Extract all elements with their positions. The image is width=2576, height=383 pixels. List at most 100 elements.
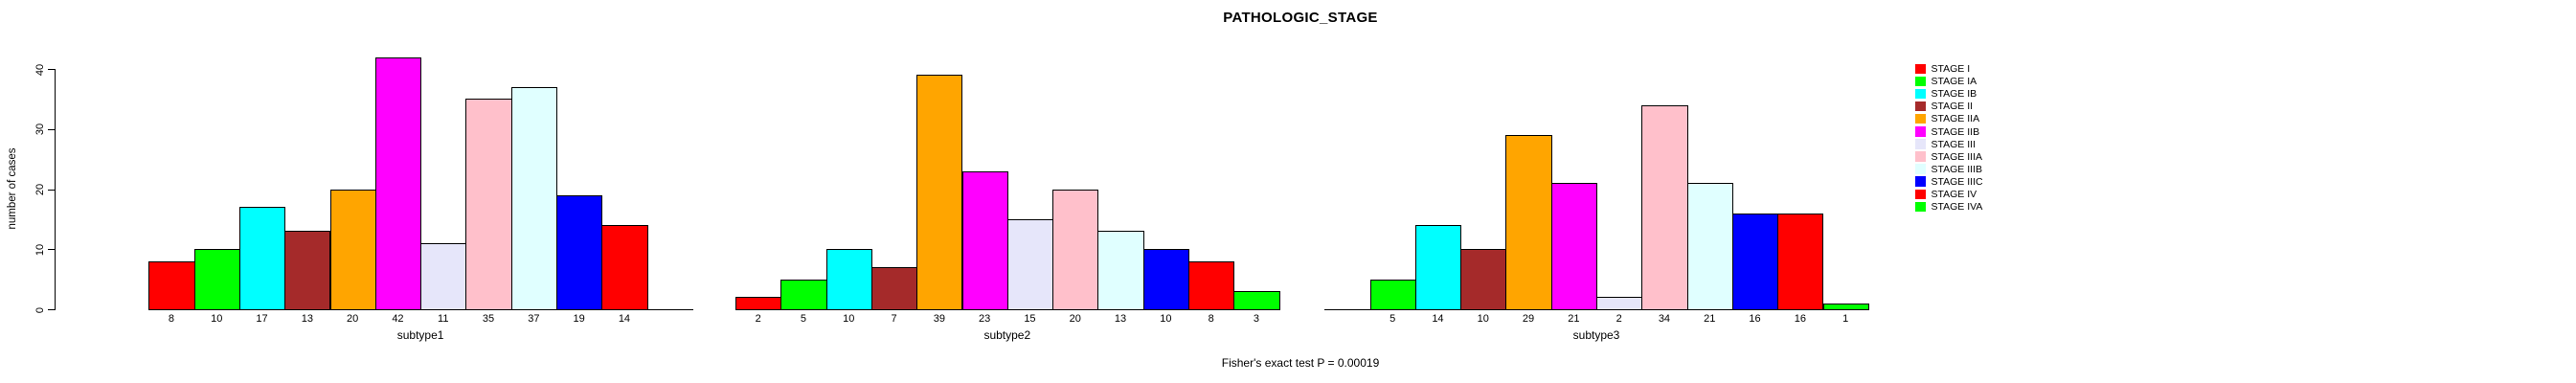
bar-value-label: 10 xyxy=(211,313,223,325)
bar xyxy=(148,260,195,310)
legend-swatch xyxy=(1915,101,1926,112)
bar xyxy=(1006,218,1054,310)
bar-value-label: 23 xyxy=(979,313,991,325)
bar xyxy=(961,170,1008,310)
bar-value-label: 8 xyxy=(168,313,174,325)
bar-value-label: 1 xyxy=(1842,313,1849,325)
legend-swatch xyxy=(1915,176,1926,187)
legend-label: STAGE IIIA xyxy=(1931,150,1982,163)
bar-value-label: 20 xyxy=(1069,313,1081,325)
y-tick-label: 20 xyxy=(34,183,46,196)
bar-value-label: 39 xyxy=(933,313,945,325)
y-tick xyxy=(48,189,55,191)
bar-value-label: 21 xyxy=(1704,313,1716,325)
bar xyxy=(1731,213,1779,310)
y-tick xyxy=(48,128,55,130)
legend-label: STAGE IV xyxy=(1931,189,1977,200)
bar-value-label: 10 xyxy=(843,313,855,325)
legend-label: STAGE IB xyxy=(1931,88,1977,101)
bar-value-label: 8 xyxy=(1208,313,1214,325)
bar-value-label: 2 xyxy=(1616,313,1622,325)
y-tick-label: 30 xyxy=(34,124,46,136)
bar-value-label: 11 xyxy=(438,313,449,325)
bar xyxy=(1596,297,1643,310)
bar-value-label: 35 xyxy=(482,313,495,325)
bar xyxy=(374,56,422,310)
bar-value-label: 29 xyxy=(1522,313,1535,325)
bar xyxy=(601,225,648,310)
legend-label: STAGE IIIC xyxy=(1931,175,1983,188)
bar xyxy=(329,189,376,310)
bar-value-label: 21 xyxy=(1568,313,1580,325)
bar xyxy=(1142,249,1189,310)
bar xyxy=(420,243,467,310)
bar-value-label: 5 xyxy=(800,313,806,325)
bar xyxy=(1686,183,1733,310)
bar xyxy=(825,249,872,310)
bar xyxy=(1550,183,1597,310)
bar-value-label: 3 xyxy=(1253,313,1259,325)
bar-value-label: 14 xyxy=(618,313,631,325)
bar xyxy=(1369,279,1416,310)
bar-value-label: 17 xyxy=(256,313,268,325)
bar-value-label: 42 xyxy=(392,313,404,325)
legend-label: STAGE II xyxy=(1931,101,1974,113)
legend-label: STAGE IIA xyxy=(1931,113,1980,125)
y-tick xyxy=(48,249,55,251)
bar-value-label: 14 xyxy=(1432,313,1444,325)
bar-value-label: 2 xyxy=(755,313,761,325)
bar-value-label: 34 xyxy=(1658,313,1671,325)
x-axis-label: subtype3 xyxy=(1572,328,1620,342)
bar-value-label: 10 xyxy=(1160,313,1172,325)
zero-bar-line xyxy=(1324,309,1371,310)
bar xyxy=(735,297,782,310)
bar xyxy=(1641,104,1688,310)
bar xyxy=(870,267,918,310)
legend-swatch xyxy=(1915,63,1926,74)
bar-value-label: 19 xyxy=(573,313,585,325)
bar-value-label: 37 xyxy=(528,313,540,325)
bar xyxy=(916,75,963,310)
legend-swatch xyxy=(1915,189,1926,199)
bar xyxy=(780,279,827,310)
legend-swatch xyxy=(1915,151,1926,162)
y-tick-label: 40 xyxy=(34,63,46,76)
bar xyxy=(1188,260,1235,310)
y-axis-line xyxy=(55,69,56,310)
x-axis-label: subtype2 xyxy=(983,328,1031,342)
legend-swatch xyxy=(1915,201,1926,213)
bar-value-label: 5 xyxy=(1390,313,1396,325)
bar xyxy=(1777,213,1824,310)
bar-value-label: 15 xyxy=(1024,313,1036,325)
zero-bar-line xyxy=(646,309,693,310)
bar-value-label: 13 xyxy=(1114,313,1127,325)
bar xyxy=(1460,249,1507,310)
legend-swatch xyxy=(1915,88,1926,100)
bar xyxy=(284,231,331,310)
legend-label: STAGE I xyxy=(1931,63,1971,75)
y-tick-label: 0 xyxy=(34,306,46,313)
bar xyxy=(1822,303,1869,310)
legend-swatch xyxy=(1915,139,1926,149)
footnote: Fisher's exact test P = 0.00019 xyxy=(1221,356,1380,370)
bar xyxy=(1052,189,1099,310)
legend-label: STAGE IIB xyxy=(1931,125,1980,138)
bar-value-label: 16 xyxy=(1794,313,1806,325)
bar xyxy=(1097,231,1144,310)
bar-value-label: 20 xyxy=(347,313,359,325)
legend-label: STAGE IA xyxy=(1931,76,1977,88)
bar xyxy=(465,99,512,310)
legend-swatch xyxy=(1915,164,1926,174)
legend-swatch xyxy=(1915,76,1926,87)
legend-label: STAGE III xyxy=(1931,138,1976,150)
chart-title: PATHOLOGIC_STAGE xyxy=(1223,10,1378,26)
bar xyxy=(1233,291,1280,310)
bar xyxy=(1505,135,1552,310)
bar xyxy=(1414,225,1462,310)
bar xyxy=(238,207,286,310)
y-tick-label: 10 xyxy=(34,243,46,256)
bar xyxy=(193,249,240,310)
bar xyxy=(556,194,603,310)
